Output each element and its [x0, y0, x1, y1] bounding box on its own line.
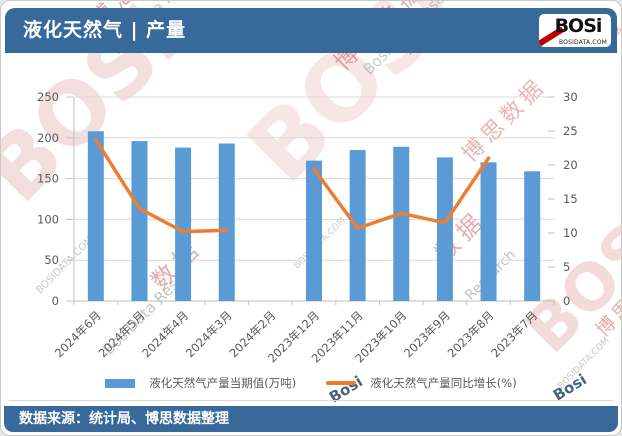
chart-legend: 液化天然气产量当期值(万吨) 液化天然气产量同比增长(%) [1, 375, 621, 391]
watermark-text: 博思 [591, 293, 622, 342]
bar-2023年12月 [306, 160, 322, 301]
bar-2023年8月 [480, 162, 497, 301]
chart-bottom-border [9, 400, 613, 401]
left-axis-label: 100 [37, 212, 59, 226]
left-axis-label: 250 [37, 90, 59, 104]
x-axis-category-label: 2023年8月 [445, 308, 497, 360]
bar-2024年3月 [218, 143, 235, 301]
right-axis-label: 10 [563, 226, 578, 240]
right-axis-label: 30 [563, 90, 578, 104]
right-axis-label: 0 [563, 294, 570, 308]
x-axis-category-label: 2024年6月 [52, 308, 104, 360]
x-axis-category-label: 2023年12月 [265, 308, 322, 365]
x-axis-category-label: 2023年11月 [309, 308, 366, 365]
watermark-text: BosiData Res [99, 275, 183, 359]
bar-2023年11月 [349, 150, 366, 301]
bosi-logo: BOSi BOSIDATA.COM [539, 14, 611, 47]
logo-brand-text: BOSi [554, 15, 603, 37]
watermark-text: 博思数据 [457, 73, 552, 168]
legend-bar-swatch [105, 378, 136, 388]
x-axis-category-label: 2024年4月 [139, 308, 191, 360]
bar-2024年4月 [175, 147, 192, 301]
legend-line-swatch [326, 381, 357, 385]
right-axis-label: 20 [563, 158, 578, 172]
watermark-text: 数据 [145, 233, 208, 296]
x-axis-category-label: 2024年5月 [96, 308, 148, 360]
legend-bar-label: 液化天然气产量当期值(万吨) [149, 376, 297, 390]
left-axis-label: 200 [37, 131, 59, 145]
watermark-text: BOSIDATA.COM [34, 234, 96, 297]
x-axis-category-label: 2023年10月 [352, 308, 409, 365]
growth-line [94, 138, 229, 234]
right-axis-label: 25 [563, 124, 578, 138]
logo-domain-text: BOSIDATA.COM [558, 39, 607, 46]
watermark-text: BOSi [511, 194, 622, 368]
left-axis-label: 0 [52, 294, 59, 308]
x-axis-category-label: 2023年9月 [401, 308, 453, 360]
watermark-text: 数据 [429, 205, 492, 268]
left-axis-label: 50 [44, 253, 59, 267]
data-source-text: 数据来源：统计局、博思数据整理 [19, 411, 229, 427]
x-axis-category-label: 2024年2月 [226, 308, 278, 360]
watermark-text: BOSIDATA.COM [292, 215, 348, 272]
right-axis-label: 5 [563, 260, 570, 274]
right-axis-label: 15 [563, 192, 578, 206]
page-title: 液化天然气 | 产量 [23, 19, 187, 41]
footer-band: 数据来源：统计局、博思数据整理 [4, 406, 618, 432]
bar-2023年7月 [524, 171, 541, 301]
x-axis-category-label: 2023年7月 [488, 308, 540, 360]
bar-2023年10月 [393, 146, 410, 301]
x-axis-category-label: 2024年3月 [183, 308, 235, 360]
watermark-text: Research [462, 246, 520, 304]
bar-2023年9月 [436, 157, 453, 301]
bar-2024年6月 [87, 131, 104, 301]
legend-line-label: 液化天然气产量同比增长(%) [370, 376, 517, 390]
header-band: 液化天然气 | 产量 BOSi BOSIDATA.COM [5, 8, 617, 53]
bar-2024年5月 [131, 141, 148, 301]
left-axis-label: 150 [37, 172, 59, 186]
growth-line [312, 156, 491, 230]
